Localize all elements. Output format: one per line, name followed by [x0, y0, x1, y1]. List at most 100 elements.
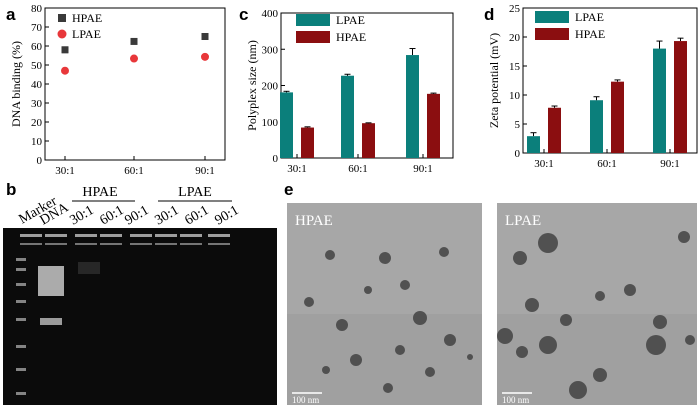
data-point-lpae	[201, 52, 209, 61]
gel-well	[155, 234, 177, 237]
gel-well-band	[130, 243, 152, 245]
tem-particle	[400, 280, 410, 290]
y-tick-label: 40	[31, 79, 43, 91]
y-tick-label: 10	[31, 136, 43, 148]
lane-label: 30:1	[68, 203, 97, 228]
plot-frame	[522, 7, 698, 154]
gel-well	[20, 234, 42, 237]
gel-well	[180, 234, 202, 237]
legend-label: LPAE	[336, 13, 365, 27]
tem-particle	[379, 252, 391, 264]
lane-label: 30:1	[153, 203, 182, 228]
tem-particle	[653, 315, 667, 329]
gel-well-band	[75, 243, 97, 245]
x-tick-label: 60:1	[124, 165, 144, 177]
bar-lpae	[341, 75, 354, 158]
tem-particle	[624, 284, 636, 296]
gel-well-band	[20, 243, 42, 245]
marker-band	[16, 300, 26, 303]
y-tick-label: 0	[515, 148, 521, 160]
tem-scale-label: 100 nm	[502, 395, 529, 405]
y-tick-label: 10	[509, 90, 521, 102]
gel-well	[130, 234, 152, 237]
tem-particle	[593, 368, 607, 382]
y-tick-label: 60	[31, 41, 43, 53]
y-tick-label: 20	[31, 117, 43, 129]
tem-particle	[425, 367, 435, 377]
tem-particle	[513, 251, 527, 265]
y-tick-label: 15	[509, 61, 521, 73]
tem-particle	[364, 286, 372, 294]
tem-particle	[304, 297, 314, 307]
panel-letter-d: d	[484, 5, 494, 24]
marker-band	[16, 268, 26, 271]
panel-letter-b: b	[6, 180, 16, 199]
legend-label: HPAE	[336, 30, 366, 44]
tem-particle	[646, 335, 666, 355]
bar-hpae	[362, 123, 375, 158]
bar-lpae	[406, 55, 419, 158]
dna-band-supercoiled	[38, 266, 64, 296]
tem-particle	[383, 383, 393, 393]
bar-lpae	[527, 136, 540, 153]
marker-band	[16, 318, 26, 321]
tem-particle	[595, 291, 605, 301]
gel-well	[75, 234, 97, 237]
chart-polyplex-size: 0 100 200 300 400 Polyplex size (nm) 30:1 60:1 9…	[245, 8, 454, 175]
data-point-lpae	[130, 54, 138, 63]
data-point-lpae	[61, 66, 69, 75]
tem-particle	[516, 346, 528, 358]
legend-label: LPAE	[72, 27, 101, 41]
gel-well-band	[45, 243, 67, 245]
y-tick-label: 0	[37, 155, 43, 167]
chart-zeta-potential: 0 5 10 15 20 25 Zeta potential (mV) 30:1 60:1 90:…	[487, 3, 698, 170]
legend-label: LPAE	[575, 10, 604, 24]
marker-band	[16, 368, 26, 371]
legend-swatch	[535, 11, 569, 23]
x-tick-label: 30:1	[55, 165, 75, 177]
gel-well	[208, 234, 230, 237]
bar-lpae	[590, 100, 603, 153]
legend-label: HPAE	[575, 27, 605, 41]
tem-particle	[350, 354, 362, 366]
legend-marker	[58, 14, 66, 22]
bar-hpae	[611, 81, 624, 153]
gel-well	[45, 234, 67, 237]
data-point-hpae	[130, 37, 138, 45]
x-tick-label: 60:1	[597, 158, 617, 170]
y-axis-label: Zeta potential (mV)	[487, 33, 501, 128]
tem-particle	[538, 233, 558, 253]
tem-particle	[322, 366, 330, 374]
x-tick-label: 90:1	[660, 158, 680, 170]
x-tick-label: 60:1	[348, 163, 368, 175]
data-point-hpae	[61, 46, 69, 54]
panel-letter-e: e	[284, 180, 293, 199]
gel-well-band	[208, 243, 230, 245]
y-tick-label: 200	[262, 81, 279, 93]
x-tick-label: 30:1	[287, 163, 307, 175]
tem-particle	[678, 231, 690, 243]
marker-band	[16, 258, 26, 261]
chart-dna-binding: 0 10 20 30 40 50 60 70 80 DNA binding (%) 30:1 60:1…	[9, 3, 226, 177]
legend-label: HPAE	[72, 11, 102, 25]
y-tick-label: 70	[31, 22, 43, 34]
bar-hpae	[674, 41, 687, 154]
legend-marker	[57, 29, 67, 39]
tem-particle	[325, 250, 335, 260]
y-tick-label: 5	[515, 119, 521, 131]
tem-shading	[497, 314, 697, 405]
lane-label: 90:1	[123, 203, 152, 228]
x-tick-label: 90:1	[195, 165, 215, 177]
legend-swatch	[296, 14, 330, 26]
tem-label: LPAE	[505, 213, 541, 229]
dna-band-linear	[40, 318, 62, 325]
tem-particle	[395, 345, 405, 355]
legend-swatch	[296, 31, 330, 43]
y-tick-label: 100	[262, 117, 279, 129]
tem-particle	[439, 247, 449, 257]
bar-lpae	[280, 92, 293, 158]
bar-hpae	[548, 107, 561, 153]
marker-band	[16, 345, 26, 348]
tem-images: HPAE 100 nm LPAE 100 nm	[287, 203, 697, 405]
